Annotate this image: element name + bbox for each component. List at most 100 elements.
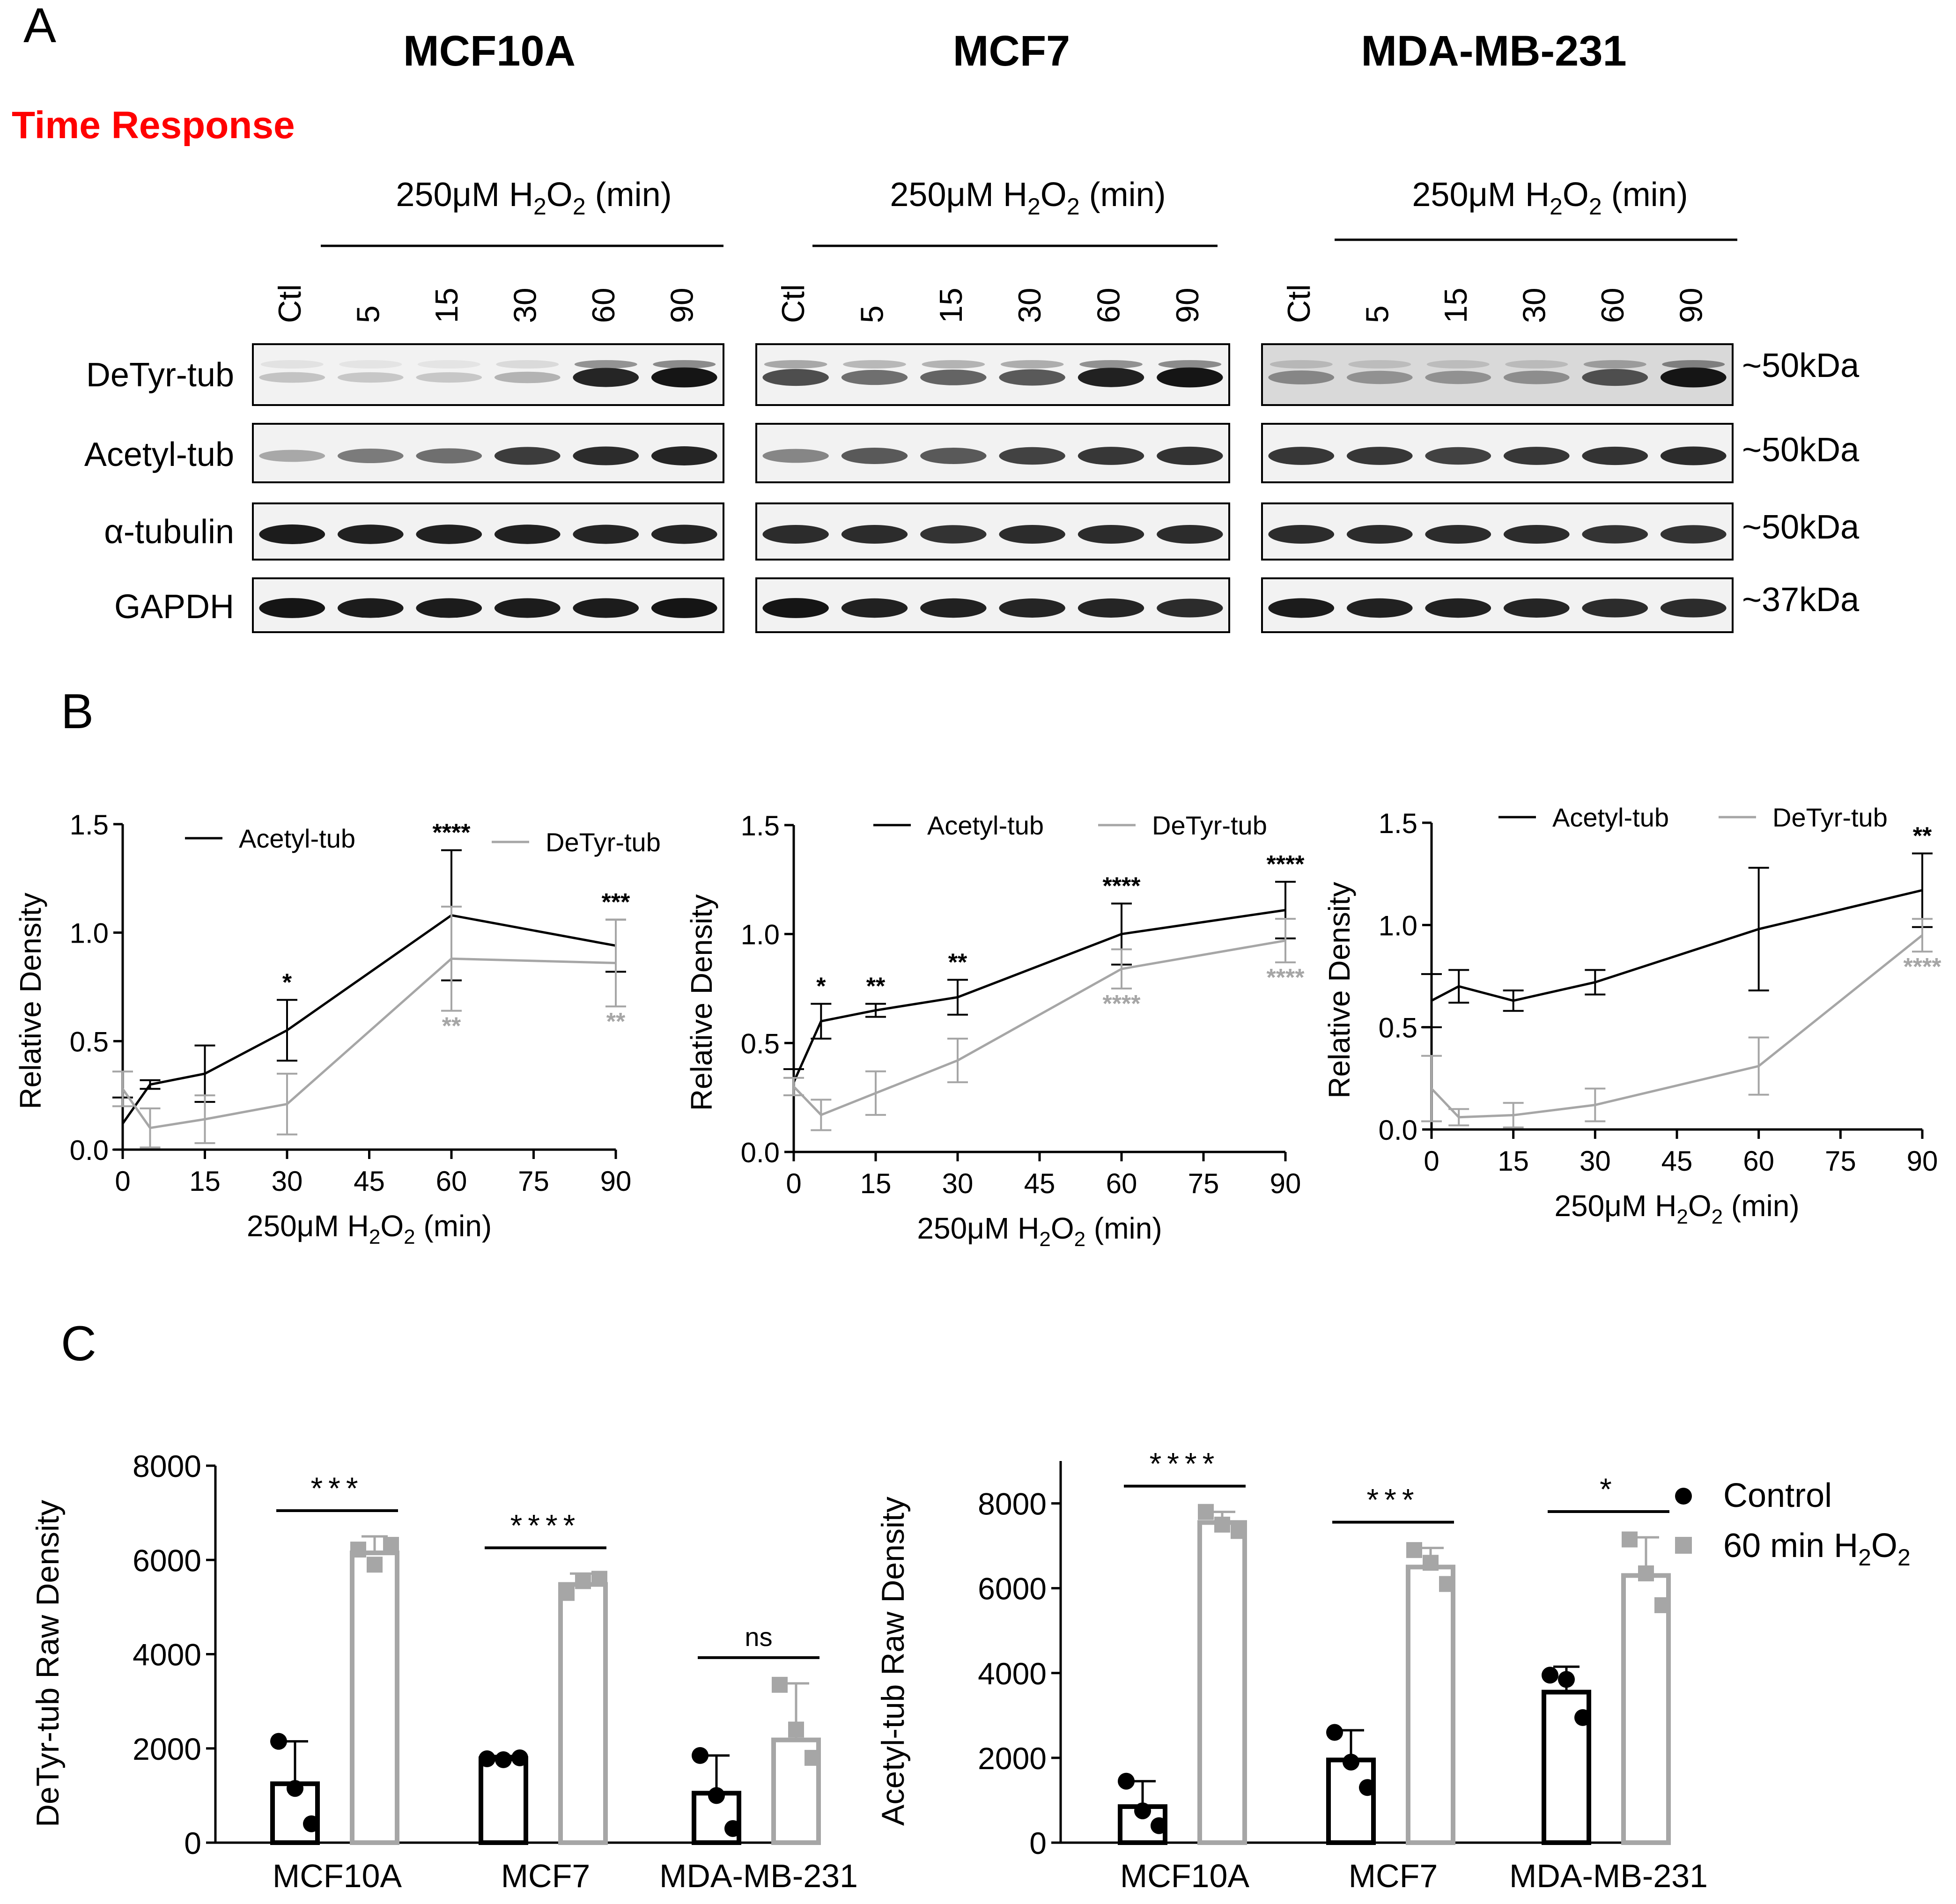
significance-label: **** (1103, 873, 1141, 900)
x-tick-label: 30 (942, 1168, 974, 1199)
series-detyr-tub: ** ** (112, 906, 626, 1149)
data-point-control (1118, 1772, 1135, 1790)
blot-band (573, 446, 639, 465)
blot-band (1660, 525, 1727, 544)
x-label-part: O (1688, 1189, 1712, 1223)
x-label-part: O (1051, 1211, 1074, 1245)
legend-label-detyr-tub: DeTyr-tub (546, 827, 661, 857)
x-tick-label: 45 (1661, 1145, 1693, 1177)
category-label-mcf7: MCF7 (1349, 1858, 1438, 1894)
blot-band (1503, 447, 1570, 465)
x-axis-label: 250μM H2O2 (min) (1554, 1189, 1799, 1228)
blot-band (999, 598, 1065, 618)
data-point-treated (367, 1557, 383, 1573)
legend-label-detyr-tub: DeTyr-tub (1152, 811, 1267, 840)
blot-band (762, 369, 829, 386)
western-blots: Ctl 5 15 30 60 90 Ctl 5 15 30 60 90 Ctl 5 15 30 60 90 (252, 284, 1734, 633)
blot-band (1078, 368, 1144, 387)
y-tick-label: 0.0 (70, 1135, 109, 1166)
blot-band (494, 598, 561, 618)
blot-membrane-2 (1261, 423, 1734, 483)
y-tick-label: 0.0 (1379, 1114, 1417, 1146)
y-axis-label: Relative Density (1322, 882, 1356, 1098)
blot-band (920, 448, 987, 464)
x-label-part: 250μM H (917, 1211, 1039, 1245)
legend-treated-sub2: 2 (1897, 1544, 1911, 1571)
treatment-suffix: (min) (1602, 176, 1688, 214)
data-point-control (479, 1750, 495, 1767)
blot-band (1425, 370, 1491, 384)
blot-band (1268, 524, 1335, 544)
blot-band (259, 372, 325, 383)
blot-band-upper (922, 360, 985, 369)
blot-band (1346, 370, 1413, 384)
data-point-treated (1423, 1555, 1439, 1571)
bar-treated (1406, 1565, 1455, 1845)
lane-label-90: 90 (664, 288, 700, 323)
data-point-treated (559, 1585, 575, 1601)
blot-membrane-2 (755, 423, 1230, 483)
lane-label-15: 15 (1438, 288, 1474, 323)
series-line (121, 957, 616, 1129)
blot-band (651, 367, 717, 388)
lane-label-90: 90 (1673, 288, 1709, 323)
blot-band (1268, 370, 1335, 384)
blot-band (259, 598, 325, 618)
blot-band (1503, 598, 1570, 618)
data-point-treated (1214, 1516, 1230, 1533)
x-label-sub: 2 (369, 1225, 380, 1248)
x-tick-label: 60 (1743, 1145, 1774, 1177)
data-point-control (1151, 1817, 1167, 1834)
data-point-control (287, 1780, 303, 1797)
y-tick-label: 1.5 (70, 809, 109, 841)
blot-band (1503, 524, 1570, 544)
data-point-treated (1231, 1523, 1247, 1539)
x-tick-label: 30 (1580, 1145, 1611, 1177)
blot-band (1157, 446, 1223, 465)
blot-band-upper (843, 360, 906, 369)
legend-label-detyr-tub: DeTyr-tub (1772, 803, 1888, 832)
y-tick-label: 1.0 (741, 919, 780, 951)
y-axis-label: DeTyr-tub Raw Density (30, 1500, 66, 1827)
x-label-part: (min) (415, 1209, 492, 1243)
data-point-treated (805, 1749, 820, 1766)
blot-membrane-2 (252, 423, 724, 483)
x-label-part: 250μM H (247, 1209, 369, 1243)
bar-treated (1197, 1520, 1247, 1845)
blot-band (920, 598, 987, 618)
significance-label: ** (866, 973, 886, 1000)
blot-band (841, 598, 908, 618)
data-point-treated (1439, 1576, 1455, 1592)
blot-band-upper (1505, 360, 1568, 369)
data-point-control (1359, 1779, 1376, 1796)
x-tick-label: 60 (436, 1166, 467, 1197)
blot-band (651, 524, 717, 544)
x-label-part: (min) (1085, 1211, 1162, 1245)
y-tick-label: 4000 (978, 1656, 1047, 1691)
y-tick-label: 0.5 (1379, 1012, 1417, 1044)
significance-label: *** (602, 889, 630, 916)
y-tick-label: 1.0 (1379, 910, 1417, 941)
blot-row-label-tubulin: α-tubulin (104, 513, 234, 551)
blot-band (1660, 367, 1727, 388)
blot-membrane-1 (1261, 343, 1734, 406)
blot-band (259, 524, 325, 544)
blot-band (1425, 524, 1491, 544)
treatment-sub-2: 2 (1589, 193, 1602, 220)
blot-membrane-4 (252, 577, 724, 633)
data-point-treated (788, 1721, 804, 1738)
data-point-control (1134, 1802, 1151, 1820)
treatment-suffix: (min) (586, 176, 672, 214)
svg-text:250μM H2O2 (min): 250μM H2O2 (min) (396, 176, 672, 220)
series-line (1431, 934, 1923, 1119)
data-point-control (1542, 1667, 1558, 1684)
x-tick-label: 90 (1270, 1168, 1301, 1199)
blot-band (1582, 598, 1648, 618)
blot-band-upper (653, 360, 716, 369)
blot-band (494, 371, 561, 384)
blot-band (999, 447, 1065, 465)
treatment-header-mcf7: 250μM H2O2 (min) (812, 176, 1218, 247)
lane-label-15: 15 (933, 288, 969, 323)
x-tick-label: 15 (1498, 1145, 1529, 1177)
